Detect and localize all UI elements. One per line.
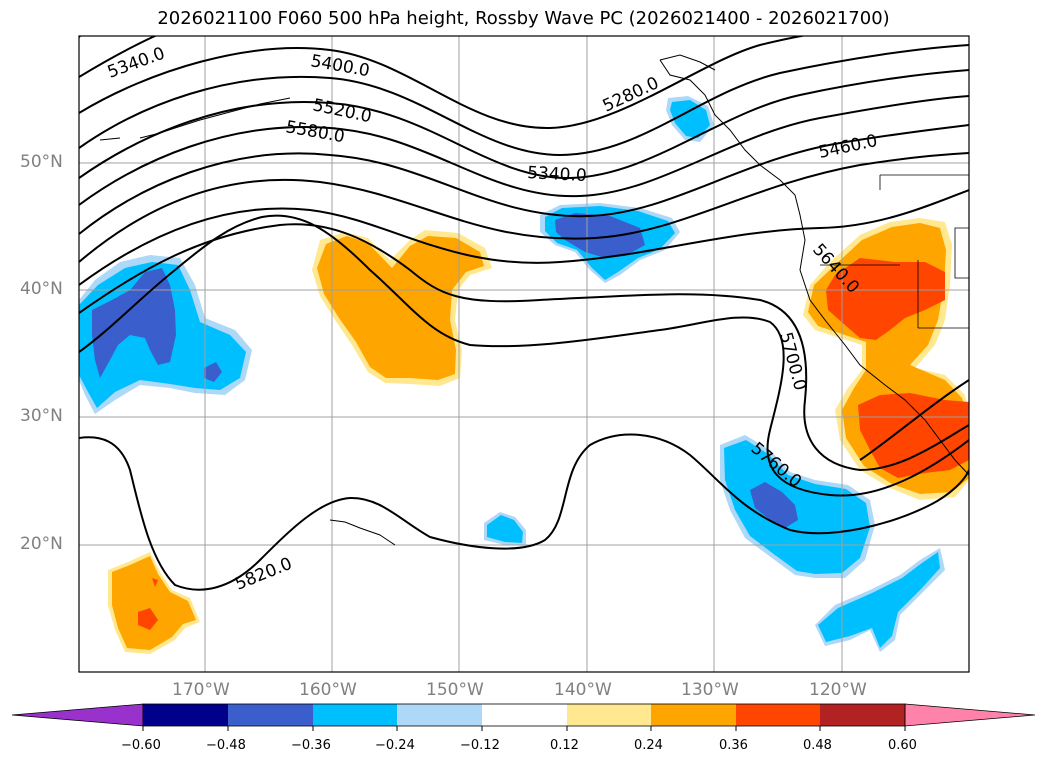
colorbar-tick-label: 0.24 — [634, 738, 663, 753]
contour-label: 5340.0 — [105, 44, 168, 83]
colorbar-bin — [651, 704, 736, 726]
colorbar-low-extend — [11, 703, 144, 727]
anomaly-shading — [79, 96, 969, 654]
colorbar-tick-label: 0.60 — [888, 738, 917, 753]
colorbar-bin — [736, 704, 820, 726]
contour-label: 5280.0 — [600, 73, 662, 116]
colorbar-tick-label: 0.36 — [719, 738, 748, 753]
lon-label: 160°W — [299, 680, 357, 700]
colorbar-tick-label: −0.24 — [375, 738, 415, 753]
colorbar-tick-label: 0.48 — [803, 738, 832, 753]
lon-label: 140°W — [554, 680, 612, 700]
colorbar-bin — [567, 704, 651, 726]
colorbar-bin — [228, 704, 313, 726]
colorbar-high-extend — [904, 703, 1036, 727]
lon-label: 130°W — [681, 680, 739, 700]
lat-label: 40°N — [20, 279, 63, 299]
gridlines — [79, 36, 969, 672]
colorbar-bin — [397, 704, 482, 726]
contour-label: 5820.0 — [232, 554, 295, 595]
colorbar-tick-label: −0.36 — [291, 738, 331, 753]
lat-label: 20°N — [20, 534, 63, 554]
contour-label: 5460.0 — [817, 131, 879, 163]
colorbar-bin — [313, 704, 397, 726]
colorbar-tick-label: −0.12 — [460, 738, 500, 753]
height-contours — [79, 36, 969, 591]
colorbar-tick-label: −0.60 — [121, 738, 161, 753]
map-frame — [78, 35, 970, 673]
contour-label: 5580.0 — [284, 117, 346, 147]
lat-label: 50°N — [20, 152, 63, 172]
colorbar-tick-label: 0.12 — [550, 738, 579, 753]
colorbar-bin — [820, 704, 905, 726]
colorbar-bin — [143, 704, 228, 726]
colorbar-bin — [482, 704, 567, 726]
lon-label: 120°W — [809, 680, 867, 700]
map-title: 2026021100 F060 500 hPa height, Rossby W… — [157, 8, 890, 29]
colorbar — [11, 703, 1036, 731]
colorbar-tick-label: −0.48 — [206, 738, 246, 753]
lon-label: 170°W — [172, 680, 230, 700]
lat-label: 30°N — [20, 406, 63, 426]
lon-label: 150°W — [426, 680, 484, 700]
contour-label: 5340.0 — [527, 163, 587, 186]
